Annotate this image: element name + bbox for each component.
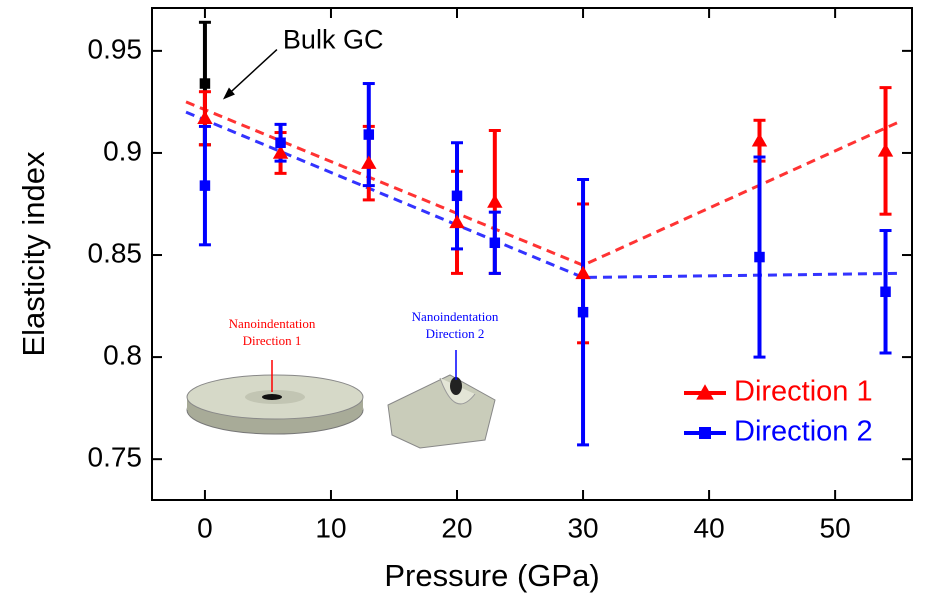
marker — [577, 306, 589, 318]
marker — [449, 214, 465, 229]
marker — [880, 286, 891, 298]
trend-line — [185, 100, 899, 267]
marker — [199, 180, 211, 191]
x-tick-label: 50 — [820, 512, 851, 543]
marker — [754, 251, 765, 263]
x-tick-label: 30 — [567, 512, 598, 543]
y-axis-label: Elasticity index — [16, 151, 51, 357]
indent — [262, 394, 282, 400]
inset-label: Direction 1 — [243, 333, 302, 348]
legend-marker — [696, 384, 714, 400]
inset-label: Nanoindentation — [229, 316, 316, 331]
x-tick-label: 40 — [694, 512, 725, 543]
legend-marker — [699, 427, 711, 439]
marker — [272, 145, 289, 159]
x-tick-label: 10 — [315, 512, 346, 543]
inset-label: Nanoindentation — [412, 309, 499, 324]
x-tick-label: 0 — [197, 512, 213, 543]
x-axis-label: Pressure (GPa) — [384, 558, 599, 593]
wedge — [387, 374, 496, 449]
marker — [489, 237, 501, 249]
marker — [575, 265, 591, 280]
plot-frame — [151, 7, 913, 501]
indent — [450, 377, 462, 395]
y-tick-label: 0.9 — [103, 135, 142, 166]
annotation-arrow — [226, 48, 278, 97]
marker — [275, 137, 286, 148]
marker — [487, 194, 503, 208]
y-tick-label: 0.85 — [88, 237, 143, 268]
marker — [361, 155, 377, 169]
x-tick-label: 20 — [441, 512, 472, 543]
marker — [451, 190, 463, 202]
trend-line — [185, 110, 899, 279]
arrow-head — [222, 87, 235, 100]
y-tick-label: 0.95 — [88, 33, 143, 64]
legend-label: Direction 1 — [734, 376, 873, 408]
y-tick-label: 0.75 — [88, 442, 143, 473]
y-tick-label: 0.8 — [103, 339, 142, 370]
marker — [877, 143, 894, 157]
marker — [363, 129, 375, 140]
marker — [199, 78, 211, 89]
annotation: Bulk GC — [283, 25, 384, 55]
marker — [751, 132, 768, 147]
legend-label: Direction 2 — [734, 416, 873, 448]
inset-drawings — [186, 350, 496, 449]
inset-label: Direction 2 — [426, 326, 485, 341]
marker — [197, 110, 213, 125]
